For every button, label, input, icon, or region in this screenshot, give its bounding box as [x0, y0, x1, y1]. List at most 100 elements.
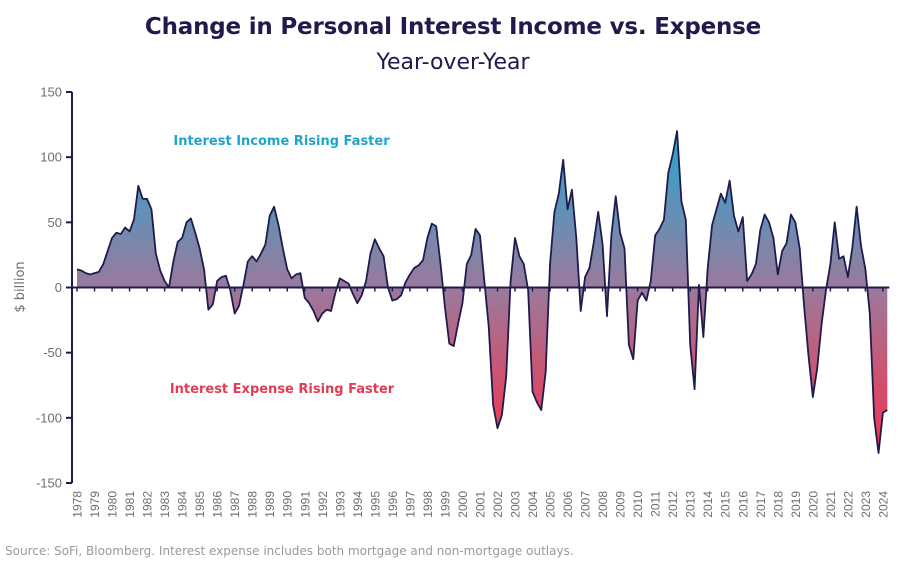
x-tick-label: 2007	[579, 491, 593, 518]
y-axis-title: $ billion	[13, 261, 28, 312]
data-point	[76, 268, 78, 270]
y-tick-label: -100	[36, 410, 62, 425]
series-line	[76, 130, 888, 454]
data-point	[431, 222, 433, 224]
data-point	[540, 409, 542, 411]
x-tick-label: 1980	[106, 491, 120, 518]
data-point	[794, 221, 796, 223]
data-point	[636, 299, 638, 301]
data-point	[514, 237, 516, 239]
data-point	[869, 312, 871, 314]
data-point	[873, 417, 875, 419]
x-tick-label: 1978	[71, 491, 85, 518]
data-point	[641, 292, 643, 294]
data-point	[159, 269, 161, 271]
data-point	[693, 388, 695, 390]
data-point	[203, 268, 205, 270]
data-point	[146, 198, 148, 200]
data-point	[847, 276, 849, 278]
data-point	[466, 263, 468, 265]
data-point	[264, 243, 266, 245]
x-tick-label: 2000	[456, 491, 470, 518]
data-point	[277, 224, 279, 226]
data-point	[799, 247, 801, 249]
y-tick-label: 150	[40, 85, 62, 100]
data-point	[772, 237, 774, 239]
x-tick-label: 2012	[666, 491, 680, 518]
data-point	[658, 228, 660, 230]
data-point	[606, 315, 608, 317]
data-point	[128, 230, 130, 232]
x-tick-label: 2002	[491, 491, 505, 518]
data-point	[632, 358, 634, 360]
x-tick-label: 2013	[684, 491, 698, 518]
data-point	[216, 280, 218, 282]
data-point	[177, 241, 179, 243]
x-tick-label: 2022	[841, 491, 855, 518]
data-point	[829, 263, 831, 265]
data-point	[531, 391, 533, 393]
data-point	[777, 273, 779, 275]
y-tick-label: 0	[55, 280, 62, 295]
x-tick-label: 1990	[281, 491, 295, 518]
data-point	[325, 308, 327, 310]
data-point	[290, 277, 292, 279]
y-tick-label: -150	[36, 476, 62, 491]
data-point	[124, 226, 126, 228]
data-point	[347, 282, 349, 284]
data-point	[229, 289, 231, 291]
data-point	[98, 271, 100, 273]
data-point	[142, 198, 144, 200]
data-point	[150, 208, 152, 210]
data-point	[299, 272, 301, 274]
x-tick-label: 1984	[176, 491, 190, 518]
data-point	[763, 213, 765, 215]
y-tick-label: 50	[48, 215, 62, 230]
data-point	[575, 237, 577, 239]
x-tick-label: 2024	[876, 491, 890, 518]
data-point	[444, 306, 446, 308]
data-point	[812, 396, 814, 398]
data-point	[233, 312, 235, 314]
data-point	[615, 195, 617, 197]
data-point	[356, 302, 358, 304]
x-tick-label: 2010	[631, 491, 645, 518]
data-point	[387, 286, 389, 288]
x-tick-label: 2006	[561, 491, 575, 518]
data-point	[698, 284, 700, 286]
data-point	[492, 404, 494, 406]
data-point	[317, 320, 319, 322]
x-tick-label: 1997	[403, 491, 417, 518]
data-point	[807, 354, 809, 356]
data-point	[711, 224, 713, 226]
x-tick-label: 1994	[351, 491, 365, 518]
x-tick-label: 1985	[193, 491, 207, 518]
data-point	[707, 267, 709, 269]
x-tick-label: 1979	[88, 491, 102, 518]
x-tick-label: 1989	[263, 491, 277, 518]
data-point	[877, 452, 879, 454]
data-point	[584, 276, 586, 278]
data-point	[496, 427, 498, 429]
data-point	[851, 247, 853, 249]
data-point	[93, 272, 95, 274]
data-point	[365, 280, 367, 282]
data-point	[220, 276, 222, 278]
data-point	[580, 310, 582, 312]
x-tick-label: 2004	[526, 491, 540, 518]
data-point	[838, 258, 840, 260]
data-point	[417, 264, 419, 266]
x-tick-label: 2009	[614, 491, 628, 518]
data-point	[601, 243, 603, 245]
data-point	[768, 221, 770, 223]
data-point	[238, 305, 240, 307]
data-point	[242, 284, 244, 286]
x-tick-label: 2015	[719, 491, 733, 518]
data-point	[720, 192, 722, 194]
data-point	[724, 202, 726, 204]
data-point	[803, 305, 805, 307]
data-point	[255, 260, 257, 262]
data-point	[286, 268, 288, 270]
data-point	[501, 414, 503, 416]
